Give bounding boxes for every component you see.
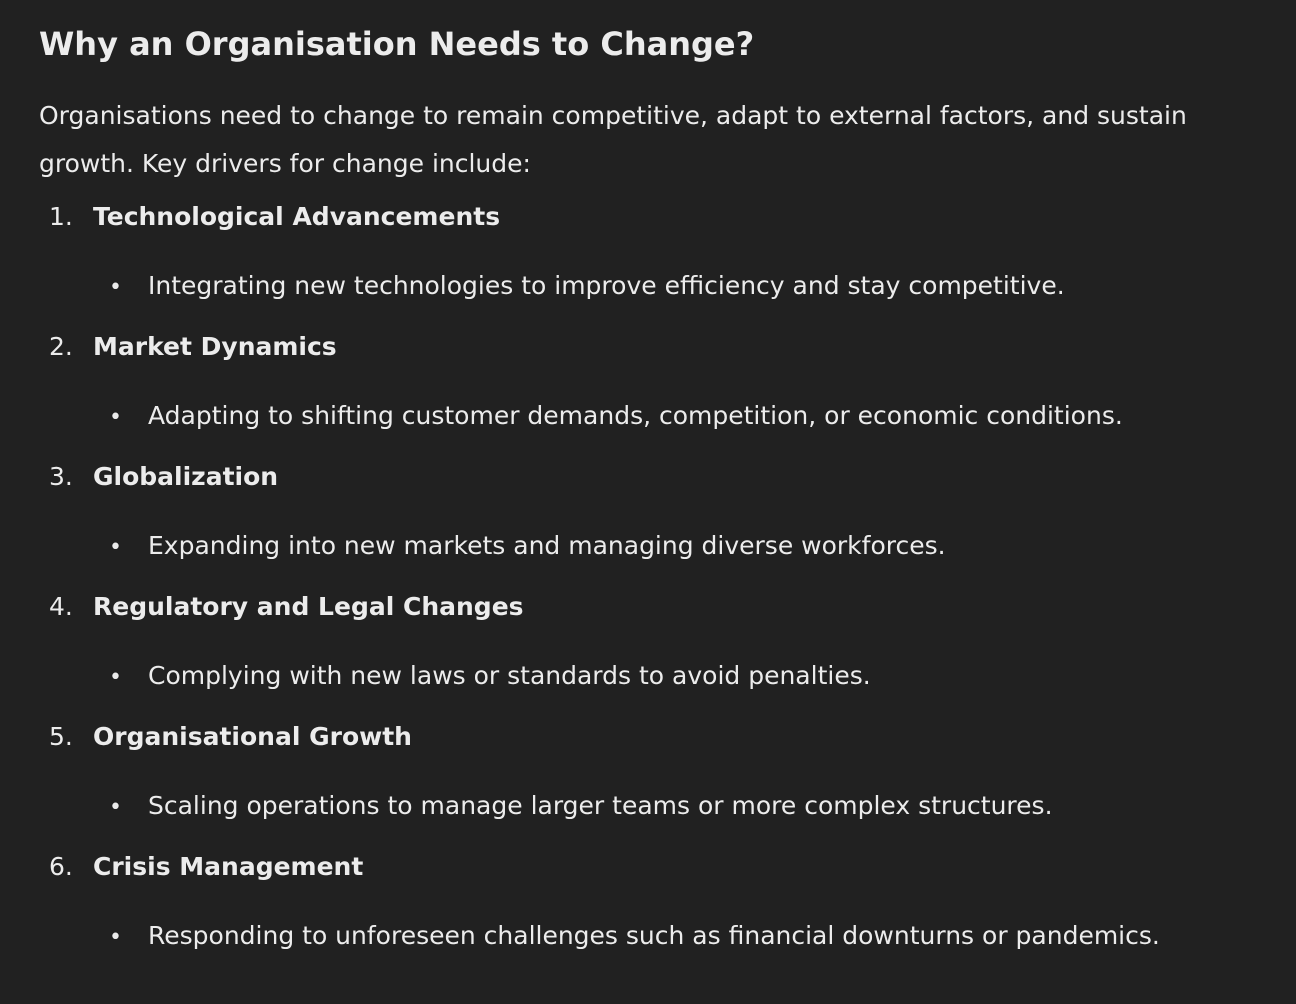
sub-bullet: • Adapting to shifting customer demands, … (109, 399, 1123, 435)
driver-detail: Adapting to shifting customer demands, c… (148, 401, 1123, 430)
driver-detail: Complying with new laws or standards to … (148, 661, 871, 690)
list-number: 5. (49, 722, 73, 751)
list-number: 2. (49, 332, 73, 361)
driver-detail: Responding to unforeseen challenges such… (148, 921, 1160, 950)
sub-bullet: • Integrating new technologies to improve… (109, 269, 1065, 305)
sub-bullet: • Expanding into new markets and managing… (109, 529, 946, 565)
sub-bullet: • Complying with new laws or standards to… (109, 659, 871, 695)
driver-title: Technological Advancements (93, 202, 501, 231)
driver-detail: Integrating new technologies to improve … (148, 271, 1065, 300)
list-item-regulatory-legal-changes: 4. Regulatory and Legal Changes • Complyin… (39, 578, 1276, 708)
driver-title: Globalization (93, 462, 279, 491)
list-number: 6. (49, 852, 73, 881)
list-item-market-dynamics: 2. Market Dynamics • Adapting to shifting … (39, 318, 1276, 448)
sub-bullet: • Responding to unforeseen challenges suc… (109, 919, 1160, 955)
bullet-icon: • (109, 405, 122, 430)
driver-detail: Expanding into new markets and managing … (148, 531, 946, 560)
bullet-icon: • (109, 665, 122, 690)
bullet-icon: • (109, 795, 122, 820)
list-number: 1. (49, 202, 73, 231)
list-number: 3. (49, 462, 73, 491)
list-item-technological-advancements: 1. Technological Advancements • Integratin… (39, 188, 1276, 318)
list-item-globalization: 3. Globalization • Expanding into new mark… (39, 448, 1276, 578)
driver-detail: Scaling operations to manage larger team… (148, 791, 1053, 820)
list-number: 4. (49, 592, 73, 621)
list-item-organisational-growth: 5. Organisational Growth • Scaling operati… (39, 708, 1276, 838)
driver-title: Regulatory and Legal Changes (93, 592, 524, 621)
sub-bullet: • Scaling operations to manage larger tea… (109, 789, 1053, 825)
driver-title: Crisis Management (93, 852, 364, 881)
document-body: Why an Organisation Needs to Change? Org… (39, 22, 1276, 968)
bullet-icon: • (109, 275, 122, 300)
driver-title: Organisational Growth (93, 722, 412, 751)
bullet-icon: • (109, 925, 122, 950)
driver-title: Market Dynamics (93, 332, 337, 361)
intro-paragraph: Organisations need to change to remain c… (39, 101, 1187, 178)
page-title: Why an Organisation Needs to Change? (39, 25, 755, 63)
list-item-crisis-management: 6. Crisis Management • Responding to unfor… (39, 838, 1276, 968)
drivers-list: 1. Technological Advancements • Integratin… (39, 188, 1276, 968)
bullet-icon: • (109, 535, 122, 560)
